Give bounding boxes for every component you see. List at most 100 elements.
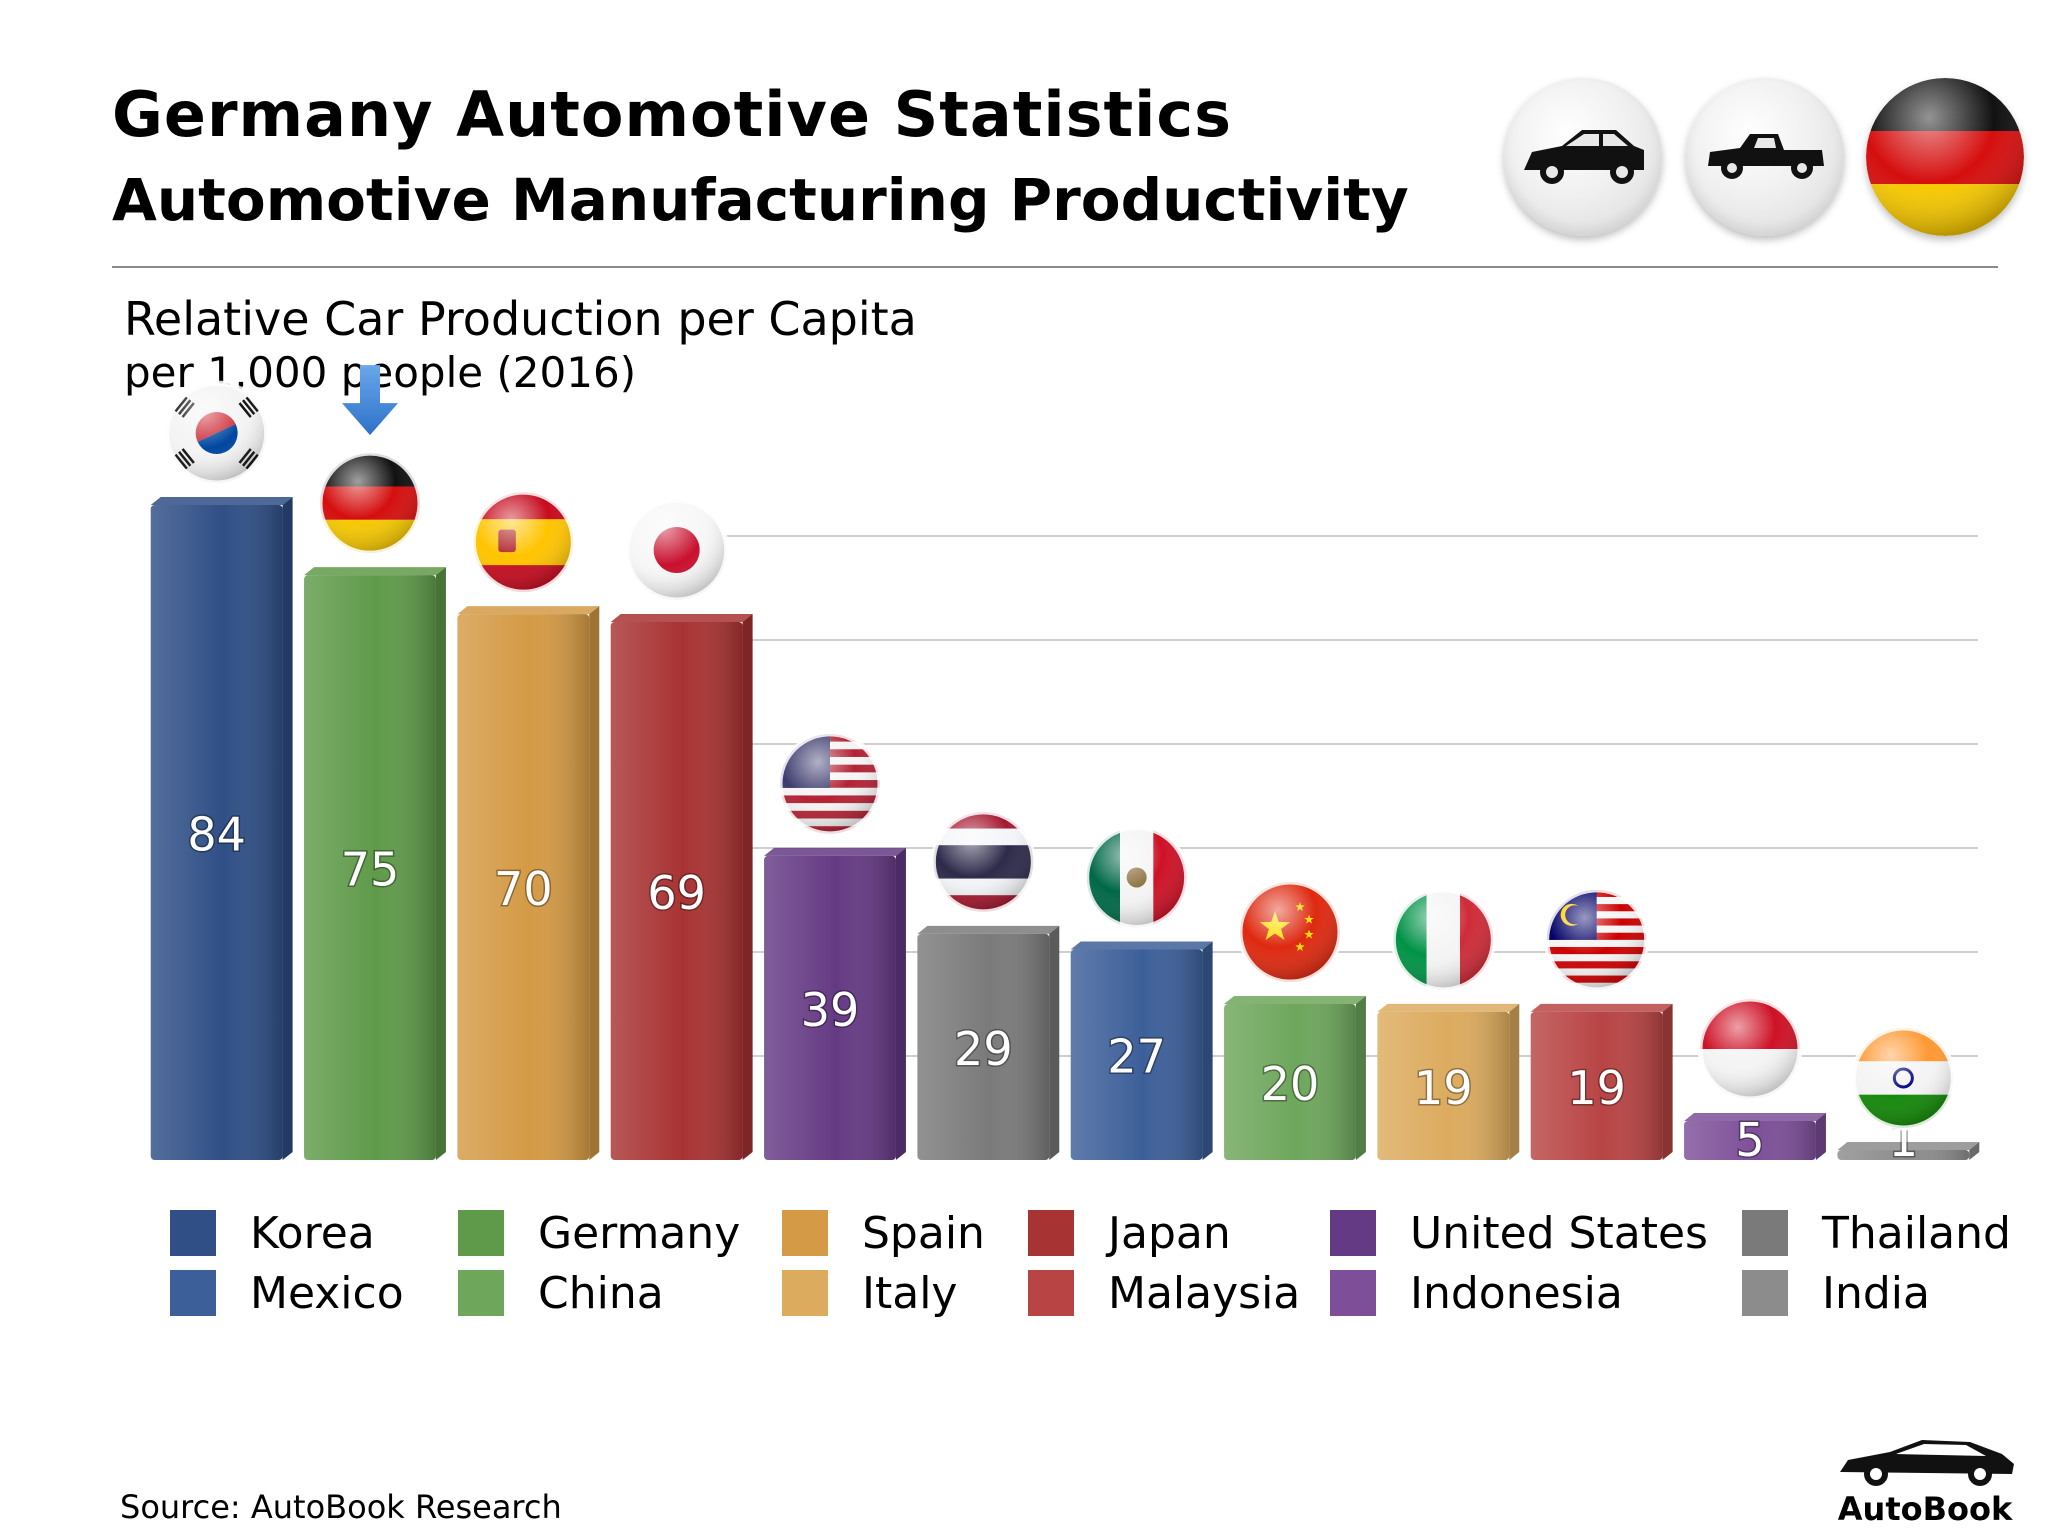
data-label: 27: [1107, 1030, 1166, 1084]
legend-swatch: [782, 1210, 828, 1256]
legend-item-indonesia: Indonesia: [1330, 1267, 1623, 1319]
source-note: Source: AutoBook Research: [120, 1488, 562, 1526]
header-badges: [1490, 78, 2024, 238]
bar-top: [1684, 1113, 1826, 1122]
legend-swatch: [1028, 1270, 1074, 1316]
legend-label: Mexico: [250, 1267, 404, 1319]
legend-swatch: [1742, 1270, 1788, 1316]
data-label: 39: [801, 983, 860, 1037]
bar-germany: 75: [304, 567, 446, 1160]
bar-malaysia: 19: [1530, 1003, 1673, 1160]
data-label: 70: [494, 862, 553, 916]
bar-india: 1: [1837, 1112, 1980, 1169]
bar-indonesia: 5: [1684, 1112, 1826, 1169]
legend-swatch: [170, 1270, 216, 1316]
china-flag-icon: [1237, 879, 1343, 985]
bar-top: [304, 567, 446, 576]
legend-item-malaysia: Malaysia: [1028, 1267, 1301, 1319]
legend-item-japan: Japan: [1028, 1207, 1231, 1259]
bar-chart: 84 75 70 69 39 29 27 20 19 19 5 1: [150, 365, 1980, 1169]
bar-top: [1070, 941, 1213, 950]
bar-top: [1224, 996, 1366, 1005]
bar-side: [1202, 941, 1213, 1160]
legend-swatch: [458, 1210, 504, 1256]
bar-spain: 70: [457, 606, 600, 1160]
legend-item-italy: Italy: [782, 1267, 958, 1319]
bar-top: [610, 613, 753, 622]
legend-label: Thailand: [1822, 1207, 2011, 1259]
bar-top: [917, 925, 1060, 934]
bar-italy: 19: [1377, 1003, 1520, 1160]
bar-united-states: 39: [764, 847, 906, 1160]
italy-flag-icon: [1390, 887, 1496, 993]
bar-china: 20: [1224, 996, 1366, 1160]
legend-swatch: [782, 1270, 828, 1316]
pickup-truck-icon: [1686, 78, 1844, 236]
mexico-flag-icon: [1084, 824, 1190, 930]
legend-label: Spain: [862, 1207, 985, 1259]
legend-swatch: [458, 1270, 504, 1316]
legend-label: Italy: [862, 1267, 958, 1319]
legend-item-korea: Korea: [170, 1208, 375, 1259]
bar-side: [1815, 1113, 1826, 1160]
legend-label: Germany: [538, 1207, 741, 1259]
chart-title: Relative Car Production per Capita: [124, 292, 917, 346]
bar-korea: 84: [150, 497, 293, 1160]
bar-top: [457, 606, 600, 615]
data-label: 69: [647, 866, 706, 920]
data-label: 19: [1414, 1061, 1473, 1115]
legend-label: Malaysia: [1108, 1267, 1301, 1319]
bar-side: [895, 847, 906, 1160]
legend-label: United States: [1410, 1207, 1708, 1259]
sports-car-logo-icon: [1840, 1440, 2014, 1486]
bar-top: [150, 497, 293, 505]
bar-japan: 69: [610, 613, 753, 1160]
legend-label: Indonesia: [1410, 1267, 1623, 1319]
spain-flag-icon: [470, 489, 576, 595]
bar-top: [1530, 1003, 1673, 1012]
legend-swatch: [170, 1210, 216, 1256]
legend-swatch: [1028, 1210, 1074, 1256]
page-title: Germany Automotive Statistics: [112, 78, 1233, 151]
bar-side: [1355, 996, 1366, 1160]
japan-flag-icon: [624, 497, 730, 603]
bar-top: [1377, 1003, 1520, 1012]
legend-swatch: [1742, 1210, 1788, 1256]
legend-item-spain: Spain: [782, 1207, 985, 1259]
bar-side: [435, 567, 446, 1160]
data-label: 84: [187, 808, 246, 862]
bar-mexico: 27: [1070, 941, 1213, 1160]
page-subtitle: Automotive Manufacturing Productivity: [112, 166, 1409, 234]
legend-label: India: [1822, 1267, 1930, 1319]
germany-flag-icon: [317, 450, 423, 556]
legend-label: China: [538, 1267, 664, 1319]
bar-side: [1049, 925, 1060, 1160]
legend-swatch: [1330, 1210, 1376, 1256]
legend-item-india: India: [1742, 1267, 1930, 1319]
bar-top: [1837, 1142, 1980, 1150]
header-divider: [112, 266, 1998, 268]
legend-item-china: China: [458, 1267, 664, 1319]
data-label: 20: [1261, 1057, 1320, 1111]
data-label: 75: [341, 843, 400, 897]
bar-side: [282, 497, 293, 1160]
sedan-car-icon: [1504, 78, 1662, 236]
bar-thailand: 29: [917, 925, 1060, 1160]
legend-item-thailand: Thailand: [1742, 1207, 2011, 1259]
india-flag-icon: [1850, 1025, 1956, 1131]
legend-item-germany: Germany: [458, 1207, 741, 1259]
data-label: 5: [1735, 1113, 1764, 1167]
legend-label: Japan: [1108, 1207, 1231, 1259]
bar-side: [1662, 1003, 1673, 1160]
usa-flag-icon: [777, 731, 883, 837]
bar-side: [1969, 1142, 1980, 1160]
thailand-flag-icon: [930, 809, 1036, 915]
chart-legend: Korea Mexico Germany China Spain Italy Japan Ma…: [170, 1207, 2011, 1340]
legend-item-mexico: Mexico: [170, 1267, 404, 1319]
brand-logo: AutoBook: [1830, 1430, 2020, 1530]
bar-side: [589, 606, 600, 1160]
highlight-arrow-icon: [342, 365, 398, 436]
data-label: 29: [954, 1022, 1013, 1076]
bar-side: [742, 613, 753, 1160]
brand-name: AutoBook: [1837, 1490, 2013, 1528]
